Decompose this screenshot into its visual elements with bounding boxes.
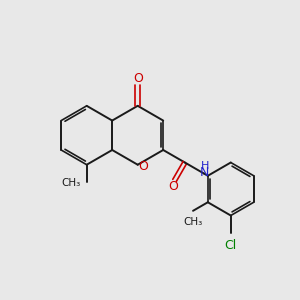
Text: O: O bbox=[168, 180, 178, 193]
Text: O: O bbox=[133, 72, 142, 85]
Text: O: O bbox=[138, 160, 148, 173]
Text: H: H bbox=[200, 161, 209, 171]
Text: CH₃: CH₃ bbox=[183, 217, 203, 227]
Text: CH₃: CH₃ bbox=[61, 178, 80, 188]
Text: Cl: Cl bbox=[225, 239, 237, 252]
Text: N: N bbox=[200, 167, 209, 179]
